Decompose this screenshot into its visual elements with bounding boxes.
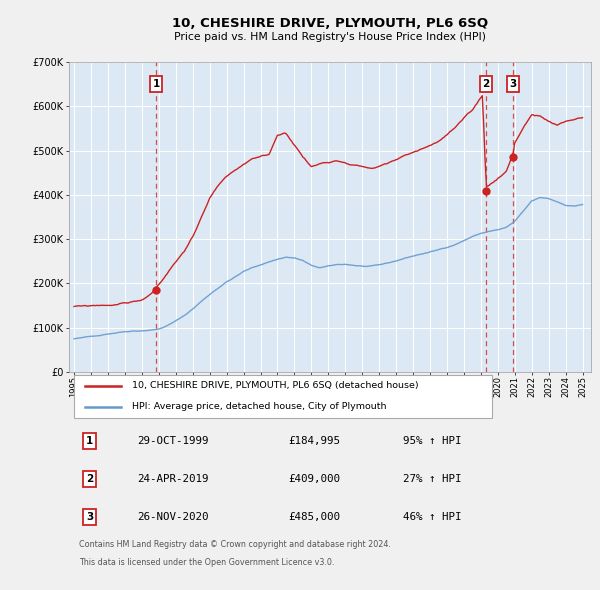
Text: £485,000: £485,000: [288, 512, 340, 522]
Text: This data is licensed under the Open Government Licence v3.0.: This data is licensed under the Open Gov…: [79, 558, 335, 568]
Text: 26-NOV-2020: 26-NOV-2020: [137, 512, 208, 522]
Text: 27% ↑ HPI: 27% ↑ HPI: [403, 474, 461, 484]
Text: £184,995: £184,995: [288, 437, 340, 447]
Text: Contains HM Land Registry data © Crown copyright and database right 2024.: Contains HM Land Registry data © Crown c…: [79, 540, 391, 549]
Text: £409,000: £409,000: [288, 474, 340, 484]
Text: 2: 2: [86, 474, 94, 484]
Text: 95% ↑ HPI: 95% ↑ HPI: [403, 437, 461, 447]
Text: 3: 3: [86, 512, 94, 522]
Text: 1: 1: [152, 79, 160, 89]
Text: 24-APR-2019: 24-APR-2019: [137, 474, 208, 484]
Text: 2: 2: [482, 79, 490, 89]
Text: 10, CHESHIRE DRIVE, PLYMOUTH, PL6 6SQ (detached house): 10, CHESHIRE DRIVE, PLYMOUTH, PL6 6SQ (d…: [131, 381, 418, 390]
Text: 3: 3: [509, 79, 517, 89]
Text: 1: 1: [86, 437, 94, 447]
Text: Price paid vs. HM Land Registry's House Price Index (HPI): Price paid vs. HM Land Registry's House …: [174, 32, 486, 42]
Text: 10, CHESHIRE DRIVE, PLYMOUTH, PL6 6SQ: 10, CHESHIRE DRIVE, PLYMOUTH, PL6 6SQ: [172, 17, 488, 30]
Text: 46% ↑ HPI: 46% ↑ HPI: [403, 512, 461, 522]
FancyBboxPatch shape: [74, 375, 492, 418]
Text: HPI: Average price, detached house, City of Plymouth: HPI: Average price, detached house, City…: [131, 402, 386, 411]
Text: 29-OCT-1999: 29-OCT-1999: [137, 437, 208, 447]
